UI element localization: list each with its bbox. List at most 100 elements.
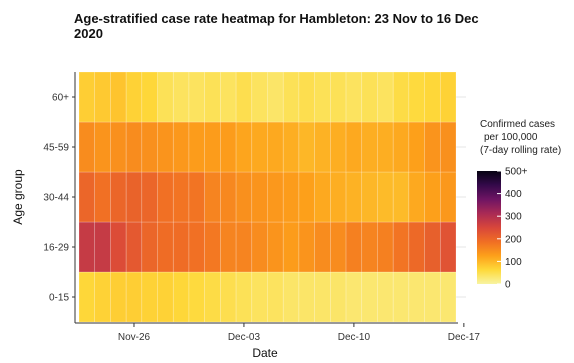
heatmap-cell: [345, 171, 363, 223]
heatmap-cell: [94, 221, 111, 273]
heatmap-cell: [282, 121, 300, 173]
heatmap-cell: [235, 221, 253, 273]
heatmap-cell: [220, 271, 237, 323]
heatmap-cell: [141, 271, 158, 323]
heatmap-cell: [94, 71, 111, 123]
heatmap-cell: [392, 221, 410, 273]
heatmap-cell: [125, 271, 143, 323]
heatmap-cell: [345, 221, 363, 273]
heatmap-cell: [172, 221, 190, 273]
heatmap-cell: [220, 171, 237, 223]
heatmap-cell: [282, 221, 300, 273]
heatmap-cell: [361, 221, 378, 273]
heatmap-cell: [267, 121, 284, 173]
heatmap-cell: [251, 171, 268, 223]
heatmap-cell: [282, 171, 300, 223]
heatmap-cell: [408, 171, 425, 223]
heatmap-cell: [330, 171, 347, 223]
heatmap-cell: [110, 221, 127, 273]
heatmap-cell: [424, 171, 441, 223]
heatmap-cell: [267, 271, 284, 323]
heatmap-cell: [298, 71, 315, 123]
heatmap-cell: [220, 121, 237, 173]
heatmap-cell: [157, 71, 174, 123]
heatmap-cell: [110, 121, 127, 173]
heatmap-cell: [235, 171, 253, 223]
heatmap-cell: [377, 271, 394, 323]
colorbar-tick-label: 100: [505, 257, 522, 268]
heatmap-cell: [78, 71, 96, 123]
heatmap-cell: [392, 121, 410, 173]
heatmap-cell: [172, 271, 190, 323]
y-tick-label: 30-44: [43, 193, 69, 204]
heatmap-cell: [172, 121, 190, 173]
x-tick-label: Dec-17: [448, 332, 481, 343]
heatmap-cell: [204, 271, 221, 323]
heatmap-cell: [141, 221, 158, 273]
heatmap-cell: [78, 171, 96, 223]
heatmap-cell: [251, 121, 268, 173]
heatmap-cell: [345, 121, 363, 173]
heatmap-cell: [439, 121, 457, 173]
legend-title-line-2: per 100,000: [484, 132, 538, 143]
heatmap-cell: [94, 171, 111, 223]
heatmap-cell: [408, 221, 425, 273]
heatmap-cell: [439, 71, 457, 123]
heatmap-cell: [204, 171, 221, 223]
heatmap-cell: [298, 271, 315, 323]
heatmap-cell: [235, 71, 253, 123]
heatmap-cell: [94, 271, 111, 323]
x-tick-label: Dec-10: [338, 332, 371, 343]
heatmap-cell: [298, 221, 315, 273]
heatmap-cell: [267, 221, 284, 273]
x-tick-label: Dec-03: [228, 332, 261, 343]
heatmap-cell: [282, 71, 300, 123]
heatmap-cell: [330, 71, 347, 123]
heatmap-cell: [204, 221, 221, 273]
heatmap-cell: [424, 271, 441, 323]
y-tick-label: 0-15: [49, 293, 69, 304]
legend-title-line-1: Confirmed cases: [480, 119, 555, 130]
heatmap-cell: [298, 121, 315, 173]
heatmap-cell: [125, 221, 143, 273]
heatmap-cell: [110, 271, 127, 323]
heatmap-cell: [298, 171, 315, 223]
heatmap-cell: [392, 271, 410, 323]
heatmap-cell: [377, 121, 394, 173]
heatmap-cell: [141, 171, 158, 223]
heatmap-cell: [408, 121, 425, 173]
heatmap-cell: [235, 271, 253, 323]
heatmap-cell: [282, 271, 300, 323]
heatmap-cell: [439, 171, 457, 223]
heatmap-cell: [361, 271, 378, 323]
heatmap-cell: [439, 271, 457, 323]
heatmap-cell: [220, 71, 237, 123]
heatmap-cell: [314, 71, 331, 123]
colorbar-tick-label: 500+: [505, 167, 528, 178]
heatmap-cell: [204, 71, 221, 123]
heatmap-cell: [424, 221, 441, 273]
heatmap-cell: [157, 271, 174, 323]
heatmap-cells: [78, 71, 457, 323]
heatmap-cell: [204, 121, 221, 173]
heatmap-cell: [251, 271, 268, 323]
plot-area: [456, 96, 466, 298]
heatmap-cell: [157, 221, 174, 273]
heatmap-cell: [330, 121, 347, 173]
heatmap-cell: [188, 171, 205, 223]
colorbar-tick-label: 0: [505, 280, 511, 291]
heatmap-cell: [314, 171, 331, 223]
y-tick-label: 45-59: [43, 143, 69, 154]
heatmap-cell: [439, 221, 457, 273]
heatmap-cell: [188, 221, 205, 273]
heatmap-cell: [408, 71, 425, 123]
chart-title-line-1: Age-stratified case rate heatmap for Ham…: [74, 11, 479, 26]
heatmap-cell: [94, 121, 111, 173]
heatmap-cell: [172, 71, 190, 123]
heatmap-cell: [361, 171, 378, 223]
heatmap-cell: [188, 121, 205, 173]
heatmap-cell: [314, 271, 331, 323]
legend-title-line-3: (7-day rolling rate): [480, 145, 561, 156]
x-tick-label: Nov-26: [118, 332, 151, 343]
